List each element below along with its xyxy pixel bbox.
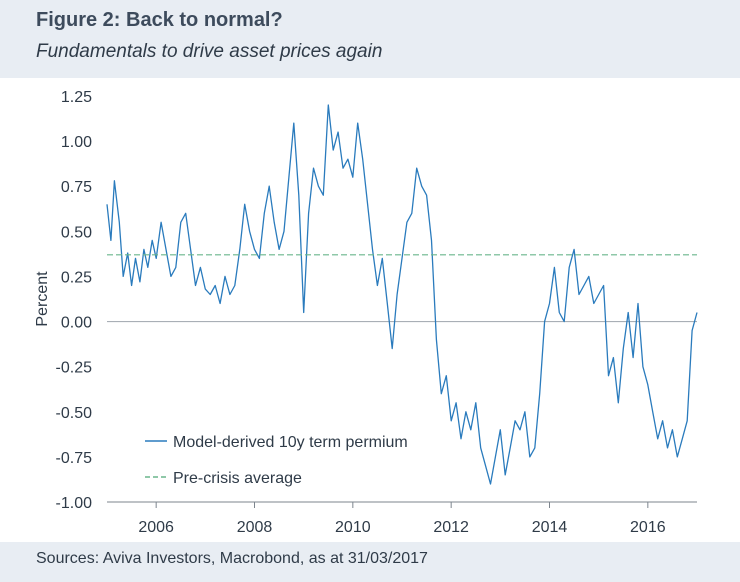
x-tick-label: 2006 xyxy=(138,519,174,536)
term-premium-chart: Percent 1.25 1.00 0.75 0.50 0.25 0.00 -0.25 -0.5… xyxy=(34,89,698,536)
figure-title: Figure 2: Back to normal? xyxy=(36,9,283,31)
x-tick-label: 2008 xyxy=(237,519,273,536)
y-tick-label: 0.50 xyxy=(61,224,92,241)
y-tick-label: 1.00 xyxy=(61,134,92,151)
y-tick-label: 0.75 xyxy=(61,179,92,196)
y-tick-label: -0.75 xyxy=(56,450,93,467)
y-tick-label: -1.00 xyxy=(56,495,93,512)
x-tick-label: 2014 xyxy=(532,519,568,536)
y-tick-label: -0.25 xyxy=(56,360,93,377)
y-tick-label: 1.25 xyxy=(61,89,92,106)
plot-panel: Percent 1.25 1.00 0.75 0.50 0.25 0.00 -0.25 -0.5… xyxy=(0,78,740,542)
term-premium-series-line xyxy=(106,104,698,485)
x-tick-label: 2012 xyxy=(433,519,469,536)
figure-subtitle: Fundamentals to drive asset prices again xyxy=(36,41,383,62)
x-tick-label: 2010 xyxy=(335,519,371,536)
figure-source: Sources: Aviva Investors, Macrobond, as … xyxy=(36,550,428,567)
legend-label: Pre-crisis average xyxy=(173,470,302,487)
y-tick-label: 0.25 xyxy=(61,269,92,286)
y-tick-label: 0.00 xyxy=(61,315,92,332)
y-axis-title: Percent xyxy=(34,271,51,327)
y-tick-label: -0.50 xyxy=(56,405,93,422)
legend-label: Model-derived 10y term permium xyxy=(173,434,408,451)
x-tick-label: 2016 xyxy=(630,519,666,536)
